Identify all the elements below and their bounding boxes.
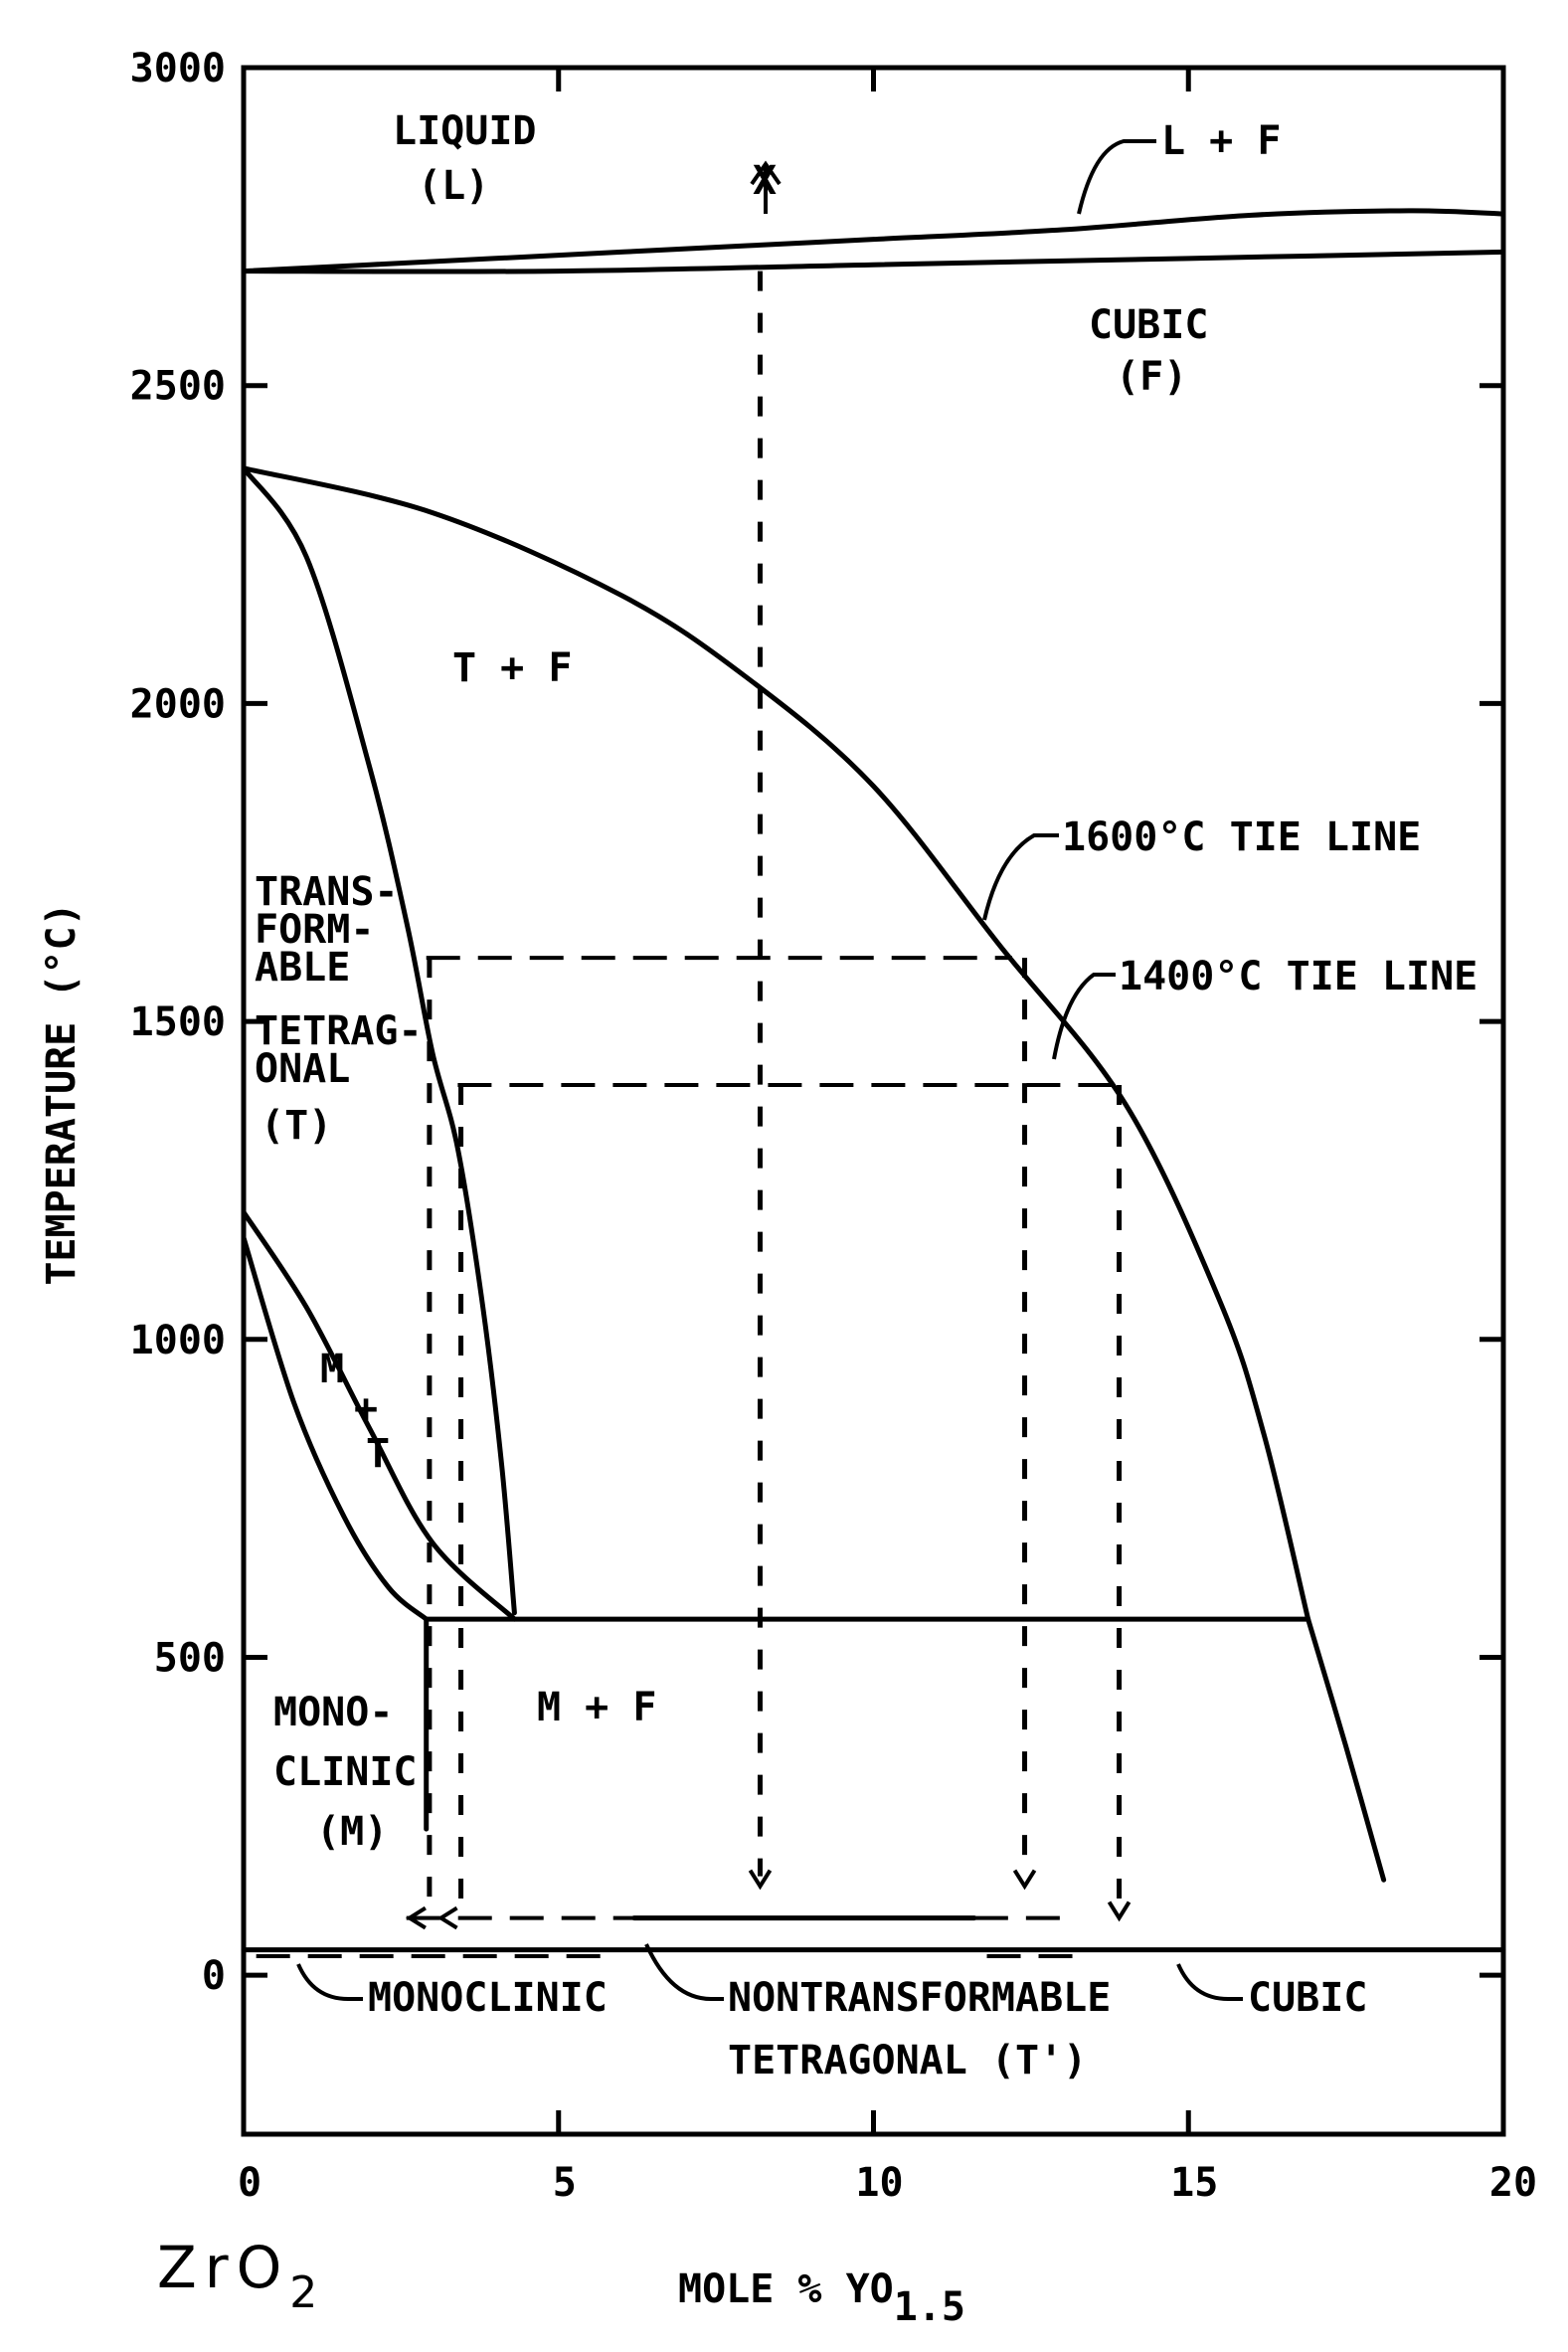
monoclinic-leader (296, 1963, 363, 2001)
transformable-line-4: TETRAG- (255, 1008, 423, 1054)
cooling-path-arrow-5 (1107, 1900, 1132, 1922)
x-axis-title-subscript: 1.5 (894, 2284, 965, 2330)
tie-1600-leader (982, 833, 1059, 921)
axis-ticks: 0 500 1000 1500 2000 2500 3000 0 5 10 15 20 (130, 46, 1537, 2206)
lf-leader (1077, 139, 1156, 215)
liquid-label: LIQUID (393, 108, 537, 154)
boundary-tf-to-f-boundary (241, 465, 1311, 1622)
x-tick-label-5: 5 (553, 2160, 577, 2206)
x-axis-title: MOLE % YO1.5 (678, 2266, 965, 2330)
y-tick-label-500: 500 (154, 1635, 226, 1681)
cubic-symbol: (F) (1116, 354, 1187, 400)
y-tick-label-2000: 2000 (130, 681, 226, 727)
tie-1400-label: 1400°C TIE LINE (1119, 954, 1478, 999)
y-tick-label-2500: 2500 (130, 364, 226, 410)
mt-label-m: M (320, 1347, 344, 1392)
boundary-cubic-solvus-low (1306, 1616, 1387, 1883)
final-nontransformable-label-1: NONTRANSFORMABLE (728, 1975, 1111, 2021)
cooling-path-arrow-4 (1012, 1869, 1037, 1891)
transformable-line-1: TRANS- (255, 869, 399, 915)
transformable-line-5: ONAL (255, 1046, 350, 1092)
zro2-base: ZrO (157, 2234, 289, 2301)
monoclinic-line-2: CLINIC (273, 1749, 418, 1795)
x-marker-arrow (750, 160, 782, 214)
region-labels: LIQUID (L) CUBIC (F) T + F TRANS- FORM- … (255, 108, 1478, 1855)
boundary-t-to-tf-boundary (241, 465, 517, 1616)
tf-label: T + F (452, 645, 572, 691)
monoclinic-line-3: (M) (316, 1809, 388, 1855)
final-cubic-label: CUBIC (1248, 1975, 1367, 2021)
cooling-paths (256, 271, 1132, 1958)
cooling-path-arrow-3 (748, 1869, 773, 1891)
y-tick-label-1500: 1500 (130, 999, 226, 1045)
final-monoclinic-label: MONOCLINIC (368, 1975, 608, 2021)
x-axis-title-main: MOLE % YO (678, 2266, 894, 2312)
nontransformable-leader (644, 1943, 724, 2001)
x-tick-label-10: 10 (855, 2160, 903, 2206)
cubic-leader (1176, 1963, 1243, 2001)
transformable-line-3: ABLE (255, 945, 350, 991)
tie-1400-leader (1052, 973, 1116, 1060)
mt-label-plus: + (354, 1386, 378, 1432)
boundary-mt-lower (241, 1234, 430, 1622)
y-tick-label-3000: 3000 (130, 46, 226, 91)
x-tick-label-0: 0 (238, 2160, 261, 2206)
liquid-symbol: (L) (418, 163, 489, 209)
y-tick-label-0: 0 (202, 1953, 226, 1999)
y-tick-label-1000: 1000 (130, 1318, 226, 1363)
y-axis-title: TEMPERATURE (°C) (39, 902, 85, 1285)
transformable-line-2: FORM- (255, 907, 374, 953)
mt-label-t: T (366, 1431, 390, 1477)
boundary-mt-upper (241, 1209, 517, 1622)
zro2-subscript: 2 (289, 2267, 325, 2318)
mf-label: M + F (537, 1685, 656, 1730)
tie-lines (426, 956, 1114, 1088)
plot-frame (241, 65, 1506, 2137)
final-phase-labels: MONOCLINIC NONTRANSFORMABLE TETRAGONAL (… (296, 1943, 1367, 2083)
lf-label: L + F (1161, 118, 1281, 164)
cooling-path-arrow-2 (436, 1905, 458, 1930)
tie-1600-label: 1600°C TIE LINE (1062, 814, 1421, 860)
phase-boundaries (241, 208, 1506, 1953)
zro2-composition-label: ZrO2 (157, 2234, 325, 2318)
transformable-line-6: (T) (261, 1103, 332, 1149)
boundary-solidus (241, 249, 1506, 274)
cubic-label: CUBIC (1089, 302, 1208, 348)
x-tick-label-20: 20 (1489, 2160, 1537, 2206)
monoclinic-line-1: MONO- (273, 1690, 393, 1735)
x-tick-label-15: 15 (1170, 2160, 1218, 2206)
final-nontransformable-label-2: TETRAGONAL (T') (728, 2038, 1087, 2083)
boundary-liquidus (241, 208, 1506, 274)
